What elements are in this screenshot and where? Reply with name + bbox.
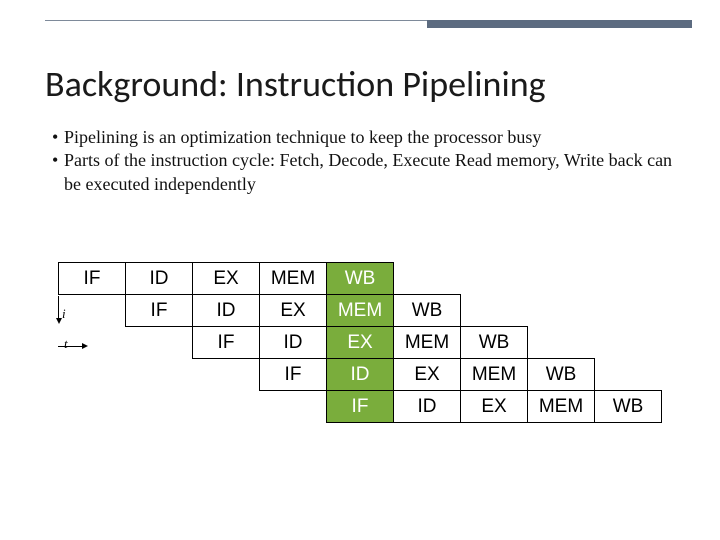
pipeline-row: IFIDEXMEMWB bbox=[58, 358, 661, 390]
empty-cell bbox=[460, 262, 528, 295]
stage-cell-id: ID bbox=[125, 262, 193, 295]
stage-cell-wb: WB bbox=[393, 294, 461, 327]
bullet-text: Pipelining is an optimization technique … bbox=[64, 126, 541, 149]
stage-cell-wb: WB bbox=[527, 358, 595, 391]
stage-cell-ex: EX bbox=[326, 326, 394, 359]
empty-cell bbox=[125, 390, 193, 423]
bullet-list: • Pipelining is an optimization techniqu… bbox=[52, 126, 680, 196]
empty-cell bbox=[527, 262, 595, 295]
stage-cell-id: ID bbox=[393, 390, 461, 423]
pipeline-row: IFIDEXMEMWB bbox=[58, 262, 661, 294]
bullet-dot: • bbox=[52, 149, 64, 196]
stage-cell-if: IF bbox=[326, 390, 394, 423]
page-title: Background: Instruction Pipelining bbox=[45, 62, 546, 106]
header-rule-thick bbox=[427, 20, 692, 28]
empty-cell bbox=[527, 326, 595, 359]
axis-label-vertical: i bbox=[62, 306, 66, 322]
empty-cell bbox=[58, 294, 126, 327]
empty-cell bbox=[594, 294, 662, 327]
stage-cell-ex: EX bbox=[460, 390, 528, 423]
empty-cell bbox=[125, 358, 193, 391]
stage-cell-ex: EX bbox=[393, 358, 461, 391]
stage-cell-mem: MEM bbox=[460, 358, 528, 391]
empty-cell bbox=[58, 358, 126, 391]
empty-cell bbox=[259, 390, 327, 423]
stage-cell-mem: MEM bbox=[326, 294, 394, 327]
stage-cell-if: IF bbox=[125, 294, 193, 327]
empty-cell bbox=[594, 326, 662, 359]
pipeline-row: IFIDEXMEMWB bbox=[58, 390, 661, 422]
stage-cell-if: IF bbox=[58, 262, 126, 295]
stage-cell-id: ID bbox=[326, 358, 394, 391]
axis-label-horizontal: t bbox=[64, 336, 68, 352]
pipeline-row: IFIDEXMEMWB bbox=[58, 326, 661, 358]
stage-cell-wb: WB bbox=[594, 390, 662, 423]
axis-arrow-horizontal bbox=[58, 346, 86, 347]
axis-arrow-vertical bbox=[58, 296, 59, 322]
empty-cell bbox=[527, 294, 595, 327]
bullet-item: • Pipelining is an optimization techniqu… bbox=[52, 126, 680, 149]
bullet-item: • Parts of the instruction cycle: Fetch,… bbox=[52, 149, 680, 196]
empty-cell bbox=[192, 390, 260, 423]
empty-cell bbox=[594, 358, 662, 391]
pipeline-row: IFIDEXMEMWB bbox=[58, 294, 661, 326]
stage-cell-if: IF bbox=[192, 326, 260, 359]
empty-cell bbox=[460, 294, 528, 327]
empty-cell bbox=[393, 262, 461, 295]
stage-cell-id: ID bbox=[192, 294, 260, 327]
stage-cell-mem: MEM bbox=[527, 390, 595, 423]
empty-cell bbox=[192, 358, 260, 391]
stage-cell-wb: WB bbox=[326, 262, 394, 295]
header-rule bbox=[45, 20, 692, 36]
empty-cell bbox=[594, 262, 662, 295]
stage-cell-mem: MEM bbox=[259, 262, 327, 295]
empty-cell bbox=[58, 326, 126, 359]
pipeline-diagram: IFIDEXMEMWBIFIDEXMEMWBIFIDEXMEMWBIFIDEXM… bbox=[58, 262, 661, 422]
empty-cell bbox=[125, 326, 193, 359]
stage-cell-if: IF bbox=[259, 358, 327, 391]
bullet-dot: • bbox=[52, 126, 64, 149]
stage-cell-mem: MEM bbox=[393, 326, 461, 359]
stage-cell-ex: EX bbox=[259, 294, 327, 327]
stage-cell-ex: EX bbox=[192, 262, 260, 295]
stage-cell-wb: WB bbox=[460, 326, 528, 359]
empty-cell bbox=[58, 390, 126, 423]
stage-cell-id: ID bbox=[259, 326, 327, 359]
bullet-text: Parts of the instruction cycle: Fetch, D… bbox=[64, 149, 680, 196]
